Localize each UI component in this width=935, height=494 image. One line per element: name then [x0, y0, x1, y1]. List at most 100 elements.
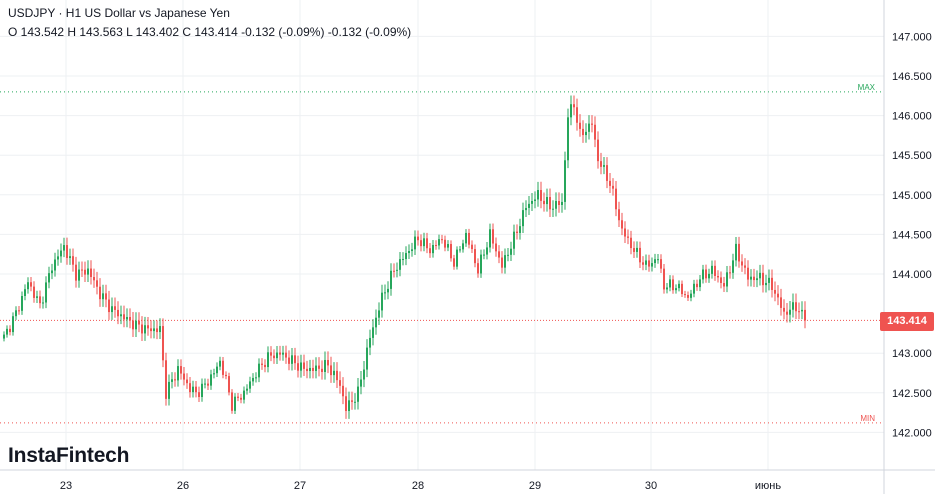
candle-body [528, 203, 530, 208]
candle-body [417, 236, 419, 241]
ohlc-readout: O 143.542 H 143.563 L 143.402 C 143.414 … [8, 25, 412, 39]
candle-body [162, 326, 164, 361]
candle-body [462, 243, 464, 250]
candle-body [216, 366, 218, 374]
candle-body [669, 279, 671, 288]
chart-title: USDJPY · H1 US Dollar vs Japanese Yen [8, 6, 230, 20]
candle-body [342, 385, 344, 397]
y-tick-label: 145.000 [892, 190, 932, 202]
candle-body [288, 357, 290, 364]
candle-body [75, 264, 77, 281]
candle-body [99, 286, 101, 300]
candle-body [24, 289, 26, 297]
candle-body [327, 359, 329, 366]
candle-body [285, 352, 287, 358]
candle-body [294, 355, 296, 364]
candle-body [771, 277, 773, 290]
candle-body [324, 359, 326, 372]
y-tick-label: 144.000 [892, 269, 932, 281]
candle-body [705, 269, 707, 279]
candle-body [180, 366, 182, 374]
candle-body [117, 309, 119, 317]
candle-body [402, 259, 404, 261]
candle-body [207, 383, 209, 386]
candle-body [456, 249, 458, 267]
candle-body [486, 247, 488, 255]
y-tick-label: 145.500 [892, 150, 932, 162]
candle-body [303, 362, 305, 369]
candle-body [123, 314, 125, 320]
candle-body [186, 379, 188, 384]
candle-body [540, 190, 542, 201]
candle-body [279, 352, 281, 355]
candle-body [201, 383, 203, 398]
candle-body [414, 236, 416, 250]
candle-body [600, 161, 602, 167]
candle-body [780, 297, 782, 308]
candle-body [90, 268, 92, 278]
candle-body [132, 320, 134, 330]
candle-body [447, 244, 449, 248]
candle-body [72, 256, 74, 265]
candle-body [672, 279, 674, 291]
candle-body [297, 363, 299, 371]
candle-body [738, 243, 740, 262]
candle-body [321, 368, 323, 372]
candle-body [195, 386, 197, 393]
candle-body [513, 231, 515, 249]
candle-body [510, 248, 512, 255]
candle-body [282, 352, 284, 355]
level-lines: MAX MIN [0, 83, 884, 424]
candle-body [552, 208, 554, 210]
candle-body [102, 293, 104, 300]
candle-body [345, 396, 347, 412]
candle-body [147, 325, 149, 329]
candle-body [441, 239, 443, 241]
candle-body [699, 279, 701, 288]
time-axis[interactable]: 23 26 27 28 29 30 июнь [60, 480, 781, 492]
candle-body [459, 249, 461, 251]
candle-body [48, 273, 50, 283]
candle-body [36, 296, 38, 298]
candle-body [315, 365, 317, 371]
candle-body [663, 268, 665, 290]
candle-body [378, 310, 380, 318]
y-tick-label: 147.000 [892, 31, 932, 43]
candle-body [507, 254, 509, 256]
candle-body [150, 328, 152, 332]
candle-body [51, 270, 53, 274]
candle-body [192, 386, 194, 393]
candle-body [177, 366, 179, 381]
candle-body [795, 302, 797, 312]
candle-body [318, 365, 320, 369]
candle-body [120, 314, 122, 317]
candle-body [723, 283, 725, 287]
candle-body [12, 316, 14, 333]
candle-body [60, 250, 62, 257]
x-tick-label: 23 [60, 480, 72, 492]
candle-body [747, 267, 749, 280]
candlestick-series [3, 95, 806, 419]
candle-body [141, 324, 143, 334]
candle-body [174, 379, 176, 381]
candle-body [504, 255, 506, 268]
candle-body [774, 289, 776, 294]
candle-body [732, 260, 734, 273]
candle-body [648, 260, 650, 267]
candle-body [702, 269, 704, 280]
candle-body [369, 337, 371, 348]
x-tick-label: 30 [645, 480, 657, 492]
y-tick-label: 142.500 [892, 388, 932, 400]
candle-body [108, 299, 110, 313]
candle-body [558, 200, 560, 205]
candle-body [429, 248, 431, 254]
candle-body [381, 292, 383, 311]
candle-body [708, 273, 710, 279]
candle-body [561, 201, 563, 205]
candle-body [798, 311, 800, 313]
candle-body [93, 277, 95, 281]
candle-body [6, 328, 8, 335]
candle-body [333, 370, 335, 376]
